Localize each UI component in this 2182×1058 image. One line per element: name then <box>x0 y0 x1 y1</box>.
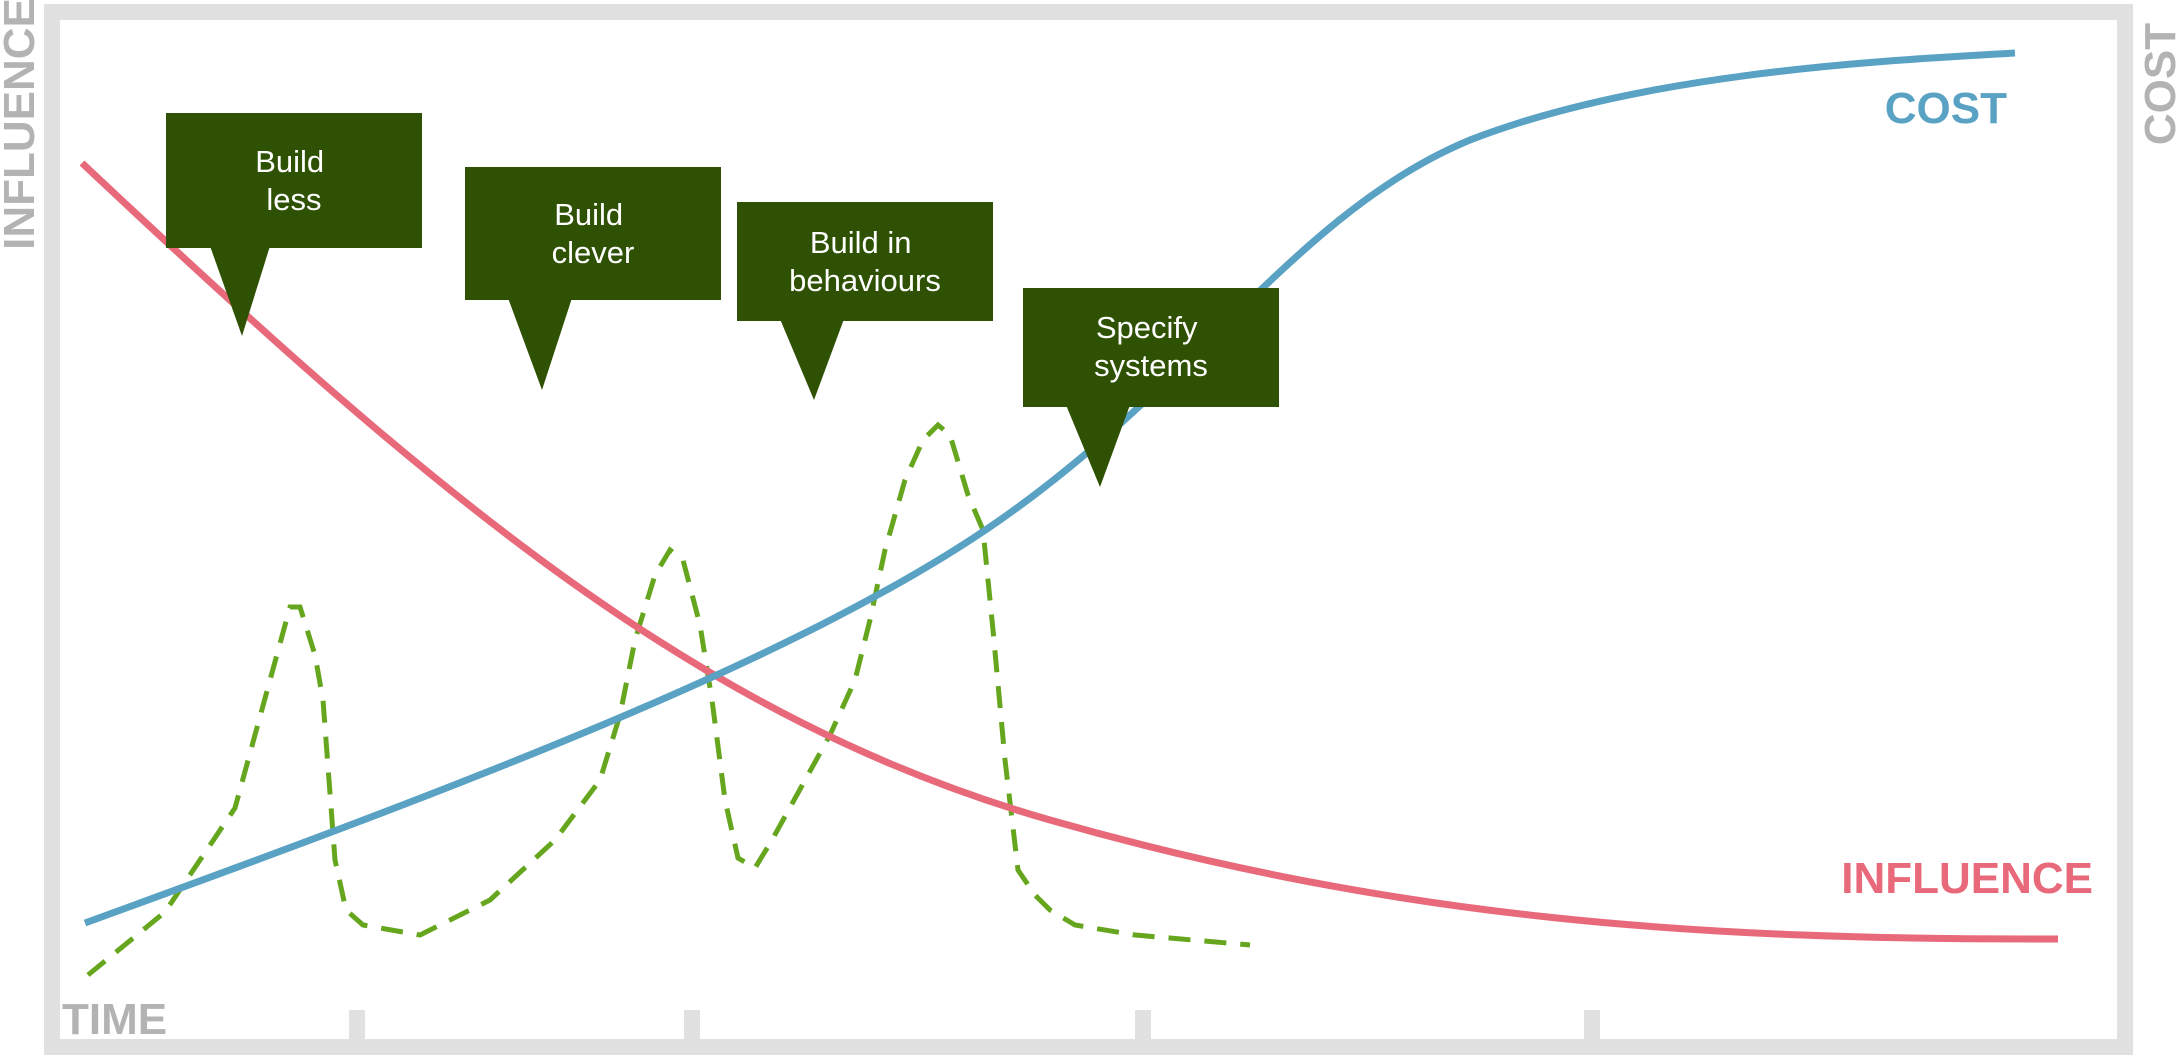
cost-series-label: COST <box>1885 84 2007 133</box>
chart-frame <box>44 4 2133 1055</box>
svg-text:Build clever: Build clever <box>552 197 635 270</box>
callout-build-clever: Build clever <box>465 167 721 390</box>
callout-specify-systems: Specify systems <box>1023 288 1279 487</box>
time-tick <box>684 1010 700 1042</box>
callout-line: Build <box>255 144 324 179</box>
callout-line: Build in <box>810 225 912 260</box>
time-tick <box>1135 1010 1151 1042</box>
time-tick <box>349 1010 365 1042</box>
influence-series-label: INFLUENCE <box>1841 854 2093 903</box>
time-axis-ticks <box>349 1010 1600 1042</box>
callout-line: clever <box>552 235 635 270</box>
influence-axis-title: INFLUENCE <box>0 0 44 250</box>
activity-curve <box>86 421 1251 977</box>
svg-text:Build less: Build less <box>255 144 333 217</box>
callout-line: behaviours <box>789 263 941 298</box>
callout-line: Build <box>554 197 623 232</box>
cost-axis-title: COST <box>2136 23 2182 145</box>
time-tick <box>1584 1010 1600 1042</box>
callout-build-in-behaviours: Build in behaviours <box>737 202 993 400</box>
svg-text:Build in behaviours: Build in behaviours <box>789 225 941 298</box>
callout-line: less <box>266 182 321 217</box>
time-axis-title: TIME <box>62 995 167 1044</box>
callout-line: systems <box>1094 348 1208 383</box>
callout-line: Specify <box>1096 310 1198 345</box>
influence-curve <box>79 160 2059 943</box>
callout-build-less: Build less <box>166 113 422 336</box>
svg-text:Specify systems: Specify systems <box>1094 310 1208 383</box>
